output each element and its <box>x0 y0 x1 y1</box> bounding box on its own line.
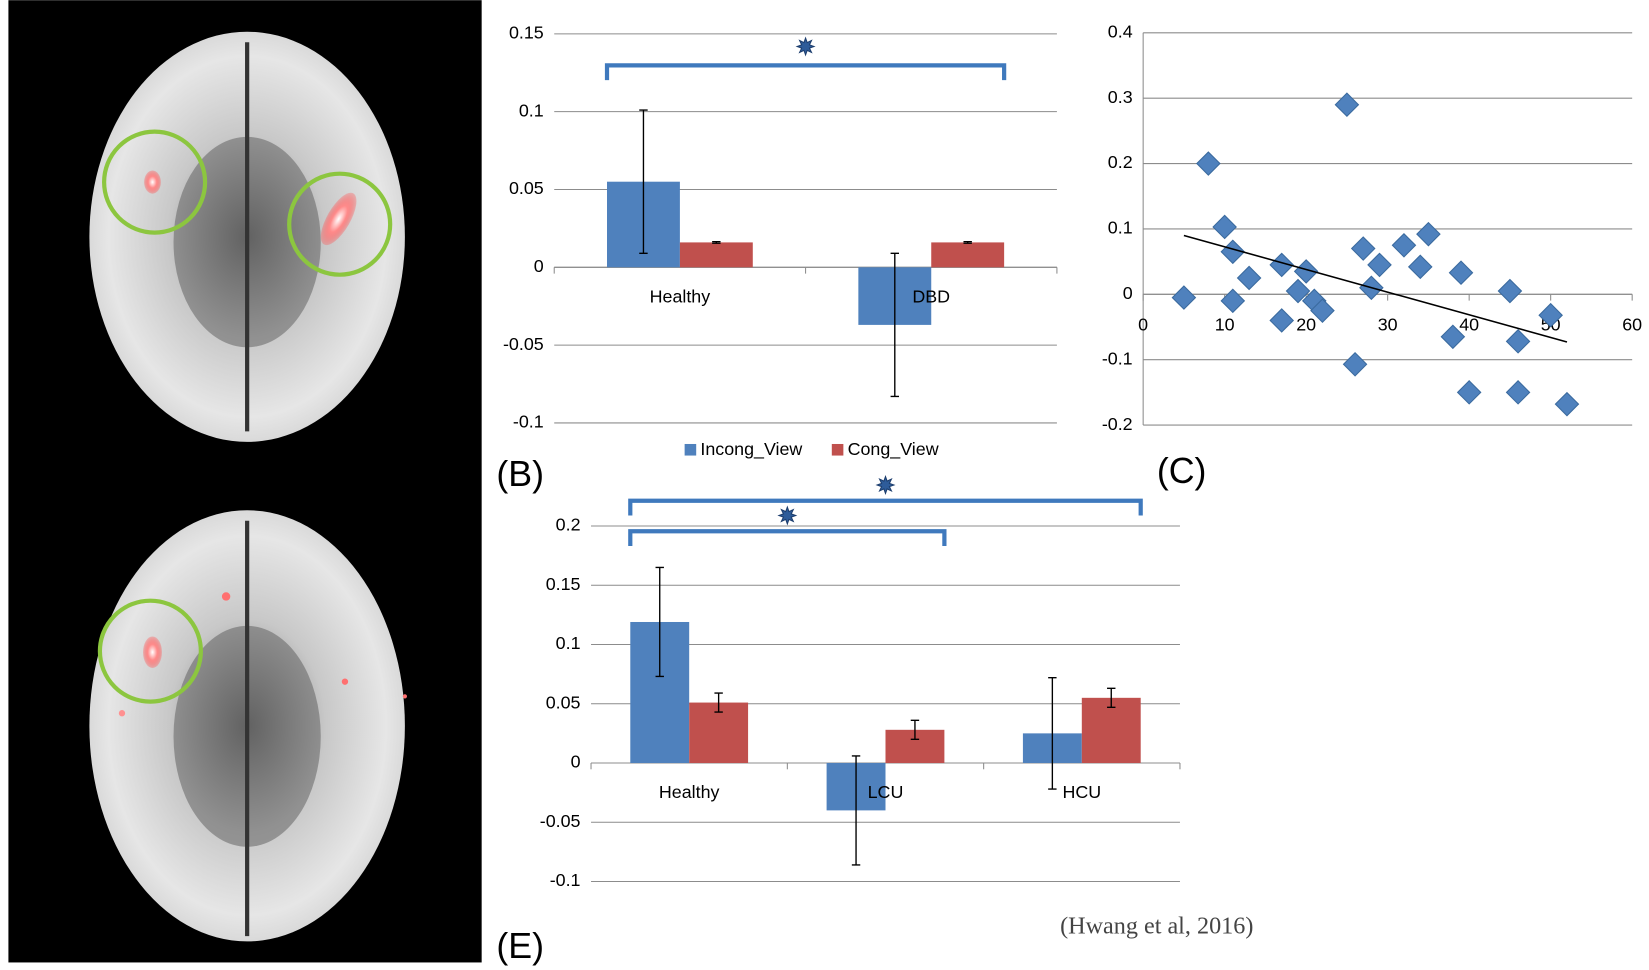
y-tick-label: 0 <box>571 752 581 772</box>
brain-image-d <box>89 510 407 941</box>
x-tick-label: DBD <box>912 287 950 307</box>
y-tick-label: -0.05 <box>503 334 544 354</box>
significance-star <box>797 38 814 55</box>
y-tick-label: -0.1 <box>1102 348 1133 368</box>
significance-star <box>779 507 796 524</box>
bar <box>680 242 753 267</box>
y-tick-label: -0.1 <box>513 412 544 432</box>
x-tick-label: 20 <box>1296 315 1316 335</box>
panel-label: (E) <box>496 926 544 966</box>
point <box>1270 309 1293 332</box>
significance-star <box>877 477 894 494</box>
citation: (Hwang et al, 2016) <box>1060 912 1253 939</box>
point <box>1458 381 1481 404</box>
legend-label: Cong_View <box>848 439 939 460</box>
point <box>1335 93 1358 116</box>
y-tick-label: 0.3 <box>1108 87 1133 107</box>
y-tick-label: -0.05 <box>540 811 581 831</box>
x-tick-label: 30 <box>1378 315 1398 335</box>
bar <box>931 242 1004 267</box>
y-tick-label: 0.1 <box>519 100 544 120</box>
point <box>1507 330 1530 353</box>
x-tick-label: 60 <box>1622 315 1642 335</box>
legend-label: Incong_View <box>700 439 802 460</box>
legend-swatch <box>685 444 697 456</box>
y-tick-label: -0.2 <box>1102 414 1133 434</box>
x-tick-label: LCU <box>868 782 904 802</box>
y-tick-label: 0 <box>1123 283 1133 303</box>
point <box>1352 237 1375 260</box>
point <box>1368 253 1391 276</box>
x-tick-label: 0 <box>1138 315 1148 335</box>
point <box>1213 215 1236 238</box>
y-tick-label: 0.05 <box>546 692 581 712</box>
y-tick-label: 0.4 <box>1108 22 1133 42</box>
point <box>1221 289 1244 312</box>
significance-bracket <box>607 65 1004 80</box>
panel-label: (A) <box>23 27 71 67</box>
point <box>1392 234 1415 257</box>
legend-swatch <box>832 444 844 456</box>
error-bar <box>1048 678 1056 789</box>
brain-image-a <box>89 32 404 442</box>
panel-label: (C) <box>1157 451 1207 491</box>
y-tick-label: -0.1 <box>550 870 581 890</box>
point <box>1238 266 1261 289</box>
x-tick-label: HCU <box>1062 782 1101 802</box>
point <box>1172 286 1195 309</box>
point <box>1555 393 1578 416</box>
point <box>1507 381 1530 404</box>
point <box>1498 279 1521 302</box>
panel-label: (B) <box>496 454 544 494</box>
y-tick-label: 0.1 <box>1108 218 1133 238</box>
y-tick-label: 0.15 <box>509 23 544 43</box>
significance-bracket <box>630 531 944 546</box>
x-tick-label: 10 <box>1215 315 1235 335</box>
y-tick-label: 0.15 <box>546 574 581 594</box>
y-tick-label: 0.05 <box>509 178 544 198</box>
y-tick-label: 0.2 <box>556 515 581 535</box>
y-tick-label: 0 <box>534 256 544 276</box>
point <box>1343 353 1366 376</box>
significance-bracket <box>630 501 1140 516</box>
y-tick-label: 0.2 <box>1108 152 1133 172</box>
figure: (A) (B) (C) (D) (E) (Hwang et al, 2016) … <box>0 0 1649 970</box>
point <box>1449 261 1472 284</box>
panel-label: (D) <box>23 511 73 551</box>
point <box>1197 152 1220 175</box>
x-tick-label: Healthy <box>659 782 720 802</box>
x-tick-label: Healthy <box>650 287 711 307</box>
point <box>1409 255 1432 278</box>
y-tick-label: 0.1 <box>556 633 581 653</box>
point <box>1417 223 1440 246</box>
